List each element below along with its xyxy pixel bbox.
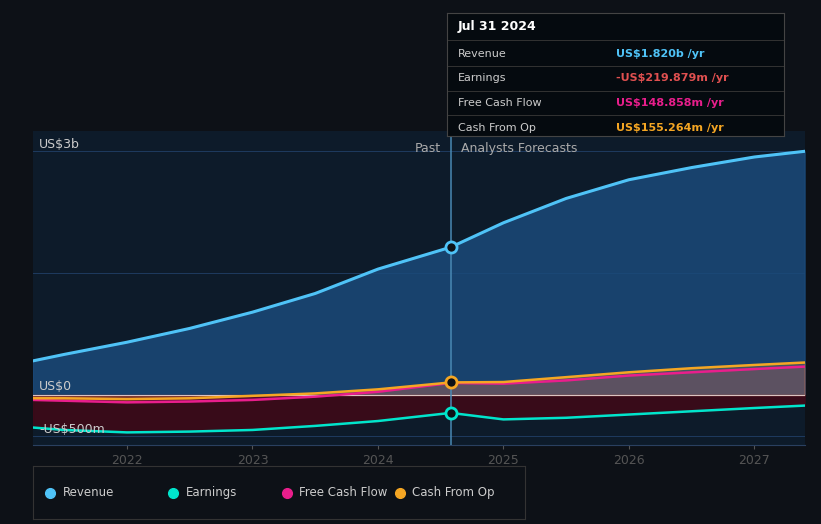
Text: Free Cash Flow: Free Cash Flow — [299, 486, 388, 499]
Text: Cash From Op: Cash From Op — [412, 486, 494, 499]
Text: Jul 31 2024: Jul 31 2024 — [457, 20, 536, 33]
Text: Analysts Forecasts: Analysts Forecasts — [461, 141, 577, 155]
Text: US$148.858m /yr: US$148.858m /yr — [616, 98, 723, 108]
Text: US$1.820b /yr: US$1.820b /yr — [616, 49, 704, 59]
Text: US$0: US$0 — [39, 380, 72, 394]
Text: Free Cash Flow: Free Cash Flow — [457, 98, 541, 108]
Text: Earnings: Earnings — [186, 486, 237, 499]
Text: US$3b: US$3b — [39, 138, 80, 151]
Text: -US$500m: -US$500m — [39, 423, 105, 435]
Text: -US$219.879m /yr: -US$219.879m /yr — [616, 73, 728, 83]
Text: Revenue: Revenue — [62, 486, 114, 499]
Text: Past: Past — [415, 141, 441, 155]
Text: Revenue: Revenue — [457, 49, 507, 59]
Text: US$155.264m /yr: US$155.264m /yr — [616, 123, 723, 133]
Text: Earnings: Earnings — [457, 73, 506, 83]
Text: Cash From Op: Cash From Op — [457, 123, 535, 133]
